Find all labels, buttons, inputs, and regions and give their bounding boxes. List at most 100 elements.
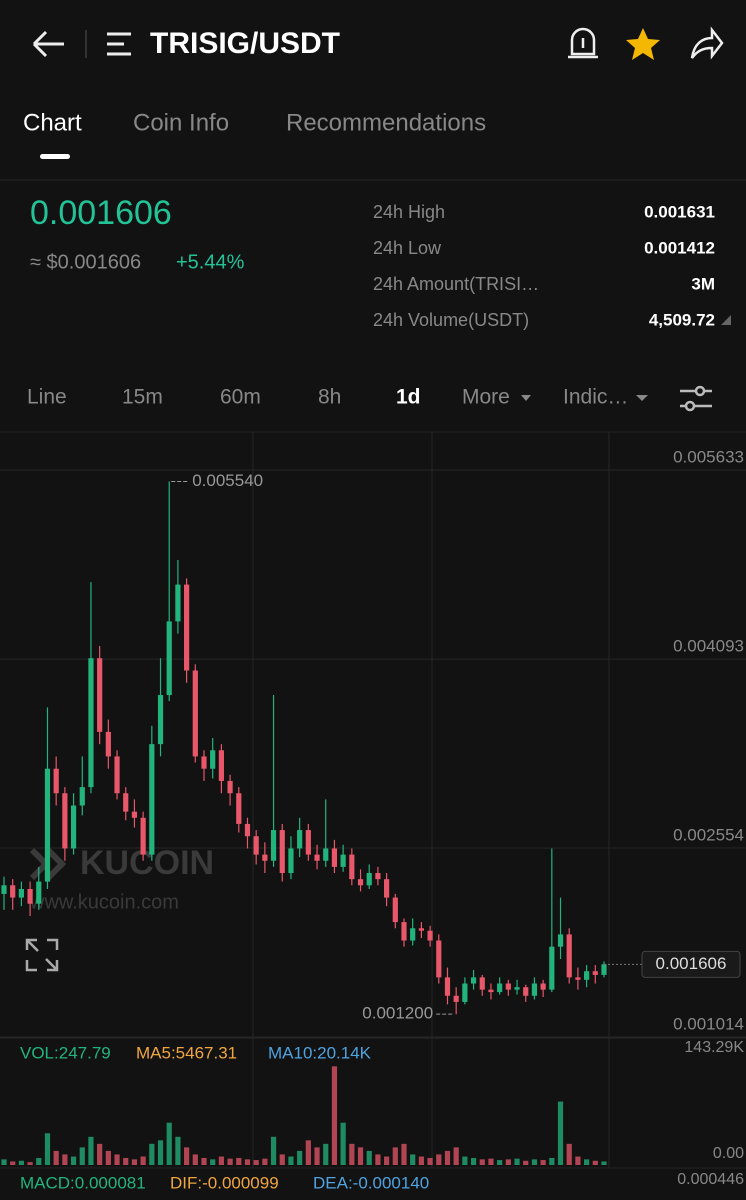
volume-bar: [244, 1159, 251, 1165]
candle-body: [601, 964, 607, 975]
watermark-url: www.kucoin.com: [29, 891, 179, 913]
volume-bar: [36, 1157, 42, 1165]
price-change: +5.44%: [176, 251, 245, 273]
stat-label: 24h Volume(USDT): [373, 310, 529, 330]
dif-label: DIF:-0.000099: [170, 1173, 279, 1192]
candle-body: [566, 934, 572, 978]
candle-body: [523, 987, 529, 996]
candle-body: [253, 836, 259, 855]
y-tick-label: 0.005633: [673, 448, 744, 467]
interval-tab[interactable]: 1d: [396, 386, 421, 409]
candle-body: [97, 658, 103, 732]
stat-value: 0.001412: [644, 238, 715, 257]
volume-bar: [53, 1150, 59, 1165]
macd-axis-label: 0.000446: [677, 1171, 744, 1188]
volume-bar: [279, 1154, 285, 1165]
candle-body: [236, 793, 242, 824]
legend-item: VOL:247.79: [20, 1043, 111, 1062]
candle-body: [401, 922, 407, 941]
candle-body: [62, 793, 68, 849]
candle-body: [140, 817, 146, 855]
candle-body: [418, 928, 424, 931]
candle-body: [436, 940, 442, 978]
volume-bar: [184, 1147, 190, 1165]
volume-bar: [470, 1157, 477, 1165]
volume-bar: [105, 1150, 111, 1165]
volume-bar: [557, 1101, 564, 1165]
back-button[interactable]: [32, 30, 64, 58]
settings-button[interactable]: [680, 385, 712, 412]
volume-bar: [514, 1158, 520, 1165]
tab[interactable]: Chart: [23, 109, 82, 136]
candle-body: [531, 983, 538, 996]
volume-bar: [436, 1154, 442, 1165]
volume-bar: [601, 1161, 607, 1165]
candle-body: [218, 750, 224, 781]
tab[interactable]: Recommendations: [286, 109, 486, 136]
candle-body: [192, 670, 198, 757]
expand-icon[interactable]: [721, 315, 731, 325]
alert-button[interactable]: [568, 27, 598, 59]
volume-bar: [549, 1157, 555, 1165]
candle-body: [592, 971, 598, 975]
fullscreen-button[interactable]: [25, 938, 59, 972]
candle-body: [479, 977, 485, 990]
volume-bar: [1, 1159, 7, 1165]
volume-bar: [27, 1162, 33, 1165]
volume-bar: [575, 1156, 581, 1165]
volume-bar: [10, 1161, 16, 1165]
volume-bar: [123, 1157, 129, 1165]
interval-tab[interactable]: More: [462, 386, 510, 409]
favorite-button[interactable]: [626, 28, 660, 60]
interval-tab[interactable]: Line: [27, 386, 67, 409]
y-tick-label: 0.002554: [673, 825, 744, 844]
stat-value: 3M: [691, 274, 715, 293]
volume-bar: [227, 1158, 233, 1165]
candle-body: [453, 995, 459, 1002]
candle-body: [70, 805, 77, 849]
candle-body: [488, 989, 494, 993]
candle-body: [184, 584, 190, 671]
interval-tab[interactable]: Indic…: [563, 386, 628, 409]
volume-bar: [18, 1160, 24, 1165]
candle-body: [410, 928, 416, 941]
candle-body: [244, 823, 251, 837]
stat-value: 4,509.72: [649, 310, 715, 329]
min-marker-label: 0.001200: [362, 1004, 433, 1023]
legend-item: MA5:5467.31: [136, 1043, 237, 1062]
volume-bar: [488, 1158, 494, 1165]
last-price-label: 0.001606: [656, 954, 727, 973]
candle-body: [349, 854, 355, 880]
macd-label: MACD:0.000081: [20, 1173, 146, 1192]
candle-body: [157, 695, 164, 745]
volume-bar: [192, 1154, 198, 1165]
tab[interactable]: Coin Info: [133, 109, 229, 136]
volume-bar: [392, 1147, 398, 1165]
interval-tab[interactable]: 8h: [318, 386, 341, 409]
candle-body: [497, 983, 503, 993]
volume-bar: [375, 1154, 381, 1165]
volume-bar: [505, 1159, 511, 1165]
candle-body: [366, 873, 372, 886]
candle-body: [549, 946, 555, 990]
candle-body: [470, 977, 477, 984]
volume-bar: [79, 1147, 85, 1165]
candle-body: [227, 780, 233, 794]
pair-title: TRISIG/USDT: [150, 27, 340, 60]
share-button[interactable]: [690, 26, 724, 60]
volume-bar: [401, 1143, 407, 1165]
interval-tab[interactable]: 15m: [122, 386, 163, 409]
menu-button[interactable]: [107, 32, 131, 56]
volume-bar: [531, 1159, 538, 1165]
candle-body: [131, 811, 138, 818]
interval-tab[interactable]: 60m: [220, 386, 261, 409]
candle-body: [1, 885, 7, 894]
volume-bar: [70, 1156, 77, 1165]
volume-bar: [210, 1159, 216, 1165]
volume-bar: [444, 1150, 451, 1165]
candle-body: [375, 873, 381, 880]
volume-bar: [366, 1150, 372, 1165]
candle-body: [340, 854, 346, 867]
volume-bar: [305, 1140, 311, 1165]
